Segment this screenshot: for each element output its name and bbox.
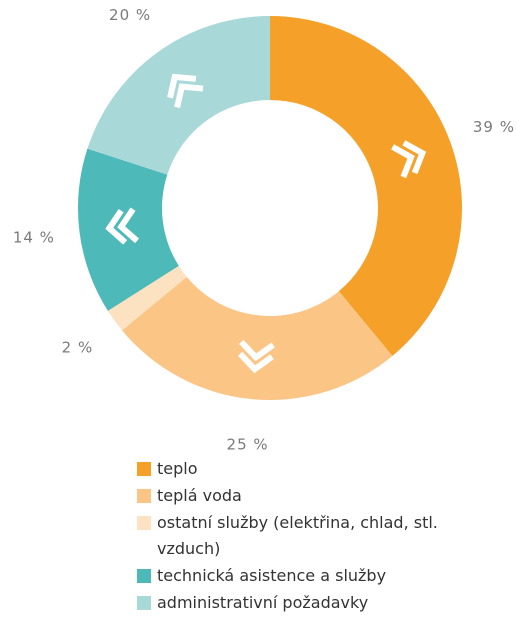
legend-label: ostatní služby (elektřina, chlad, stl. v… (157, 513, 438, 558)
legend-label: teplo (157, 459, 198, 478)
chevron-stroke (237, 351, 274, 374)
chevron-stroke (174, 83, 204, 109)
slice-label: 20 % (109, 6, 151, 24)
legend-item: teplá voda (137, 483, 467, 509)
slice-label: 14 % (13, 228, 55, 246)
chevron-stroke (391, 144, 415, 179)
legend-swatch (137, 462, 151, 476)
slice-label: 25 % (227, 435, 269, 450)
slice-label: 39 % (473, 118, 515, 136)
chevron-stroke (117, 207, 140, 244)
legend-swatch (137, 569, 151, 583)
chevron-stroke (105, 208, 128, 245)
chevron (391, 140, 427, 179)
legend-swatch (137, 516, 151, 530)
chevron-stroke (239, 339, 275, 362)
chevron-stroke (167, 73, 197, 99)
legend-swatch (137, 489, 151, 503)
legend-item: ostatní služby (elektřina, chlad, stl. v… (137, 510, 467, 562)
donut-slice (270, 16, 462, 356)
chevron-stroke (402, 140, 427, 175)
legend-item: teplo (137, 456, 467, 482)
legend: teplo teplá voda ostatní služby (elektřina… (137, 456, 467, 617)
donut-slice (122, 276, 393, 401)
legend-swatch (137, 596, 151, 610)
legend-label: technická asistence a služby (157, 566, 387, 585)
chevron (105, 207, 140, 245)
chevron (167, 73, 204, 109)
chevron (237, 339, 275, 374)
legend-item: administrativní požadavky (137, 590, 467, 616)
legend-item: technická asistence a služby (137, 563, 467, 589)
legend-label: teplá voda (157, 486, 242, 505)
legend-label: administrativní požadavky (157, 593, 369, 612)
chart: 39 % 25 % 2 % 14 % 20 % (13, 6, 515, 450)
donut-slice (107, 265, 187, 331)
slice-label: 2 % (62, 338, 94, 356)
